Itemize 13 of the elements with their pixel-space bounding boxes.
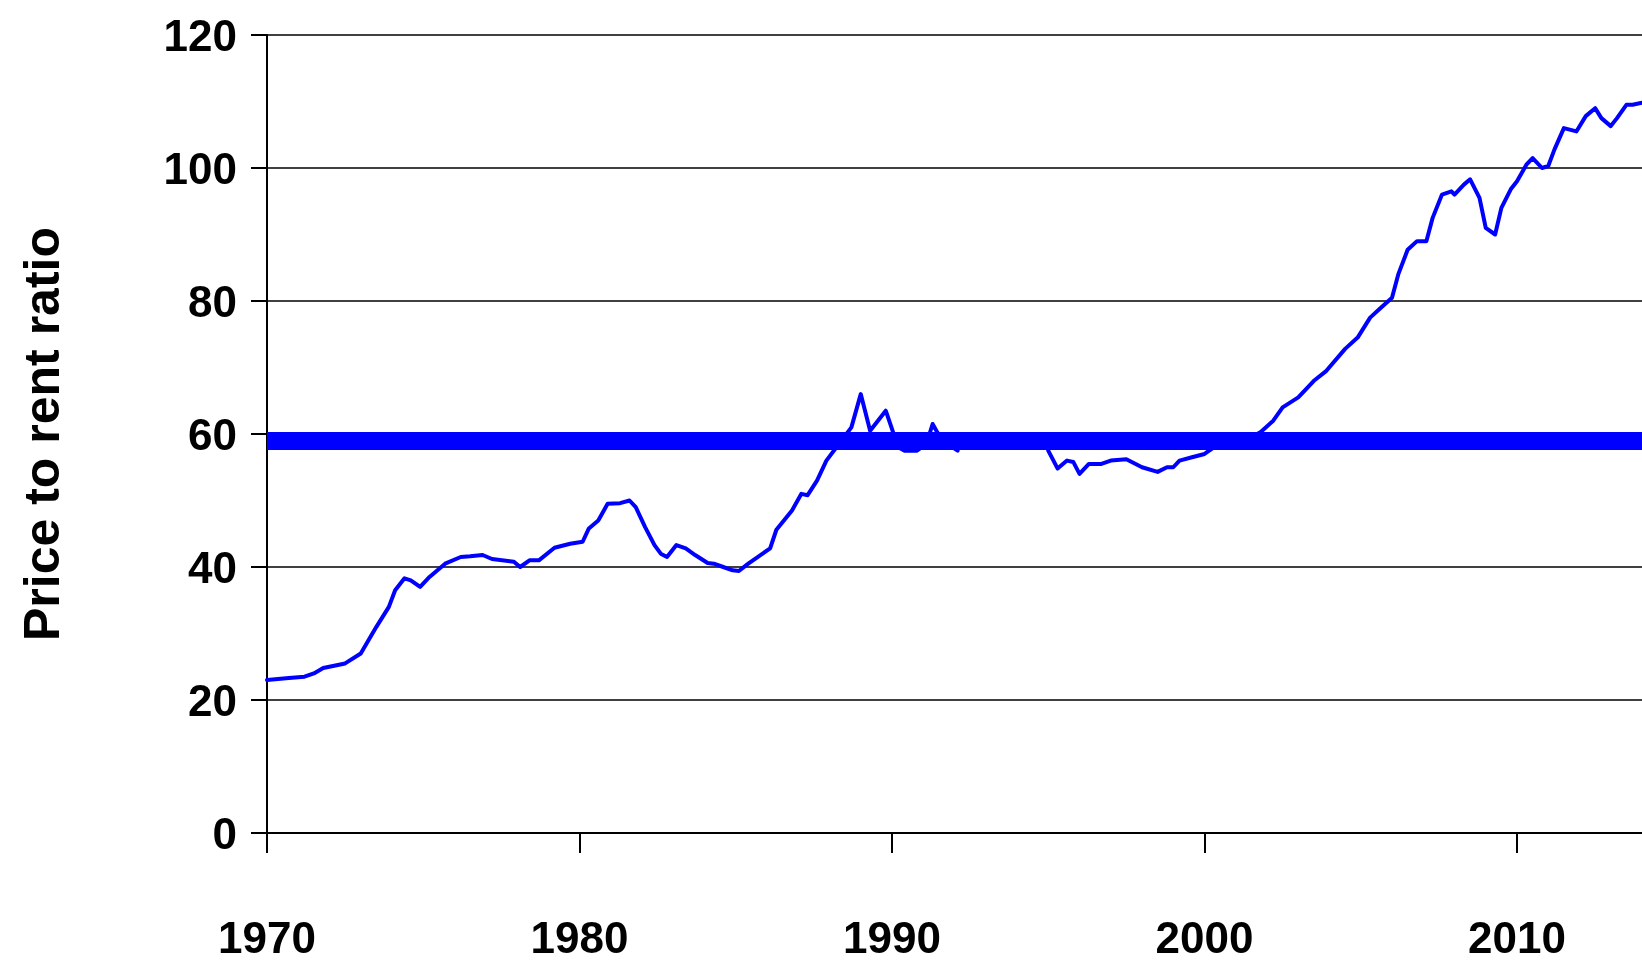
y-tick-label: 120 (163, 10, 237, 60)
x-tick-label: 2000 (1155, 912, 1254, 962)
y-tick-label: 0 (212, 808, 237, 858)
x-tick-label: 1990 (843, 912, 941, 962)
y-tick-label: 20 (188, 675, 237, 725)
x-tick-label: 1970 (218, 912, 316, 962)
x-tick-label: 2010 (1468, 912, 1566, 962)
y-tick-label: 40 (188, 542, 237, 592)
y-tick-label: 100 (163, 143, 237, 193)
y-tick-label: 80 (188, 276, 237, 326)
x-tick-label: 1980 (530, 912, 629, 962)
y-axis-title: Price to rent ratio (14, 227, 70, 641)
y-tick-label: 60 (188, 409, 237, 459)
